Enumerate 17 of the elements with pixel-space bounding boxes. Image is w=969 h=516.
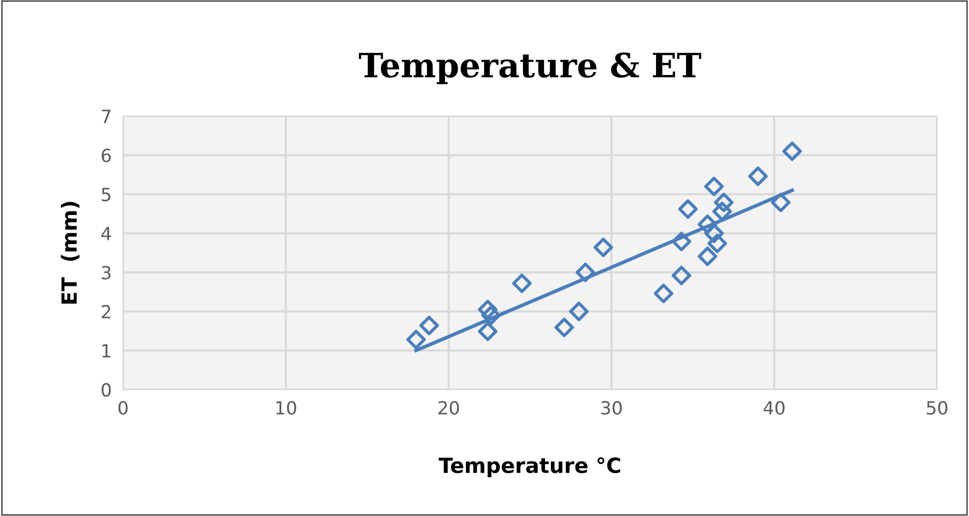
x-tick-label: 40: [764, 401, 785, 415]
x-tick-label: 0: [118, 401, 128, 415]
chart-title: Temperature & ET: [358, 52, 702, 84]
x-tick-label: 20: [438, 401, 459, 415]
y-tick-label: 0: [102, 383, 111, 397]
y-tick-label: 7: [102, 110, 110, 123]
x-tick-label: 10: [276, 401, 296, 415]
y-tick-label: 5: [102, 188, 110, 202]
y-tick-label: 2: [102, 304, 110, 318]
x-tick-label: 30: [601, 401, 622, 415]
x-axis-title: Temperature °C: [438, 457, 620, 478]
y-axis-title: ET (mm): [60, 202, 80, 304]
y-tick-label: 4: [101, 227, 111, 240]
y-tick-label: 1: [102, 344, 110, 358]
y-tick-label: 6: [102, 148, 111, 162]
x-tick-label: 50: [926, 401, 948, 415]
y-tick-label: 3: [102, 266, 111, 280]
